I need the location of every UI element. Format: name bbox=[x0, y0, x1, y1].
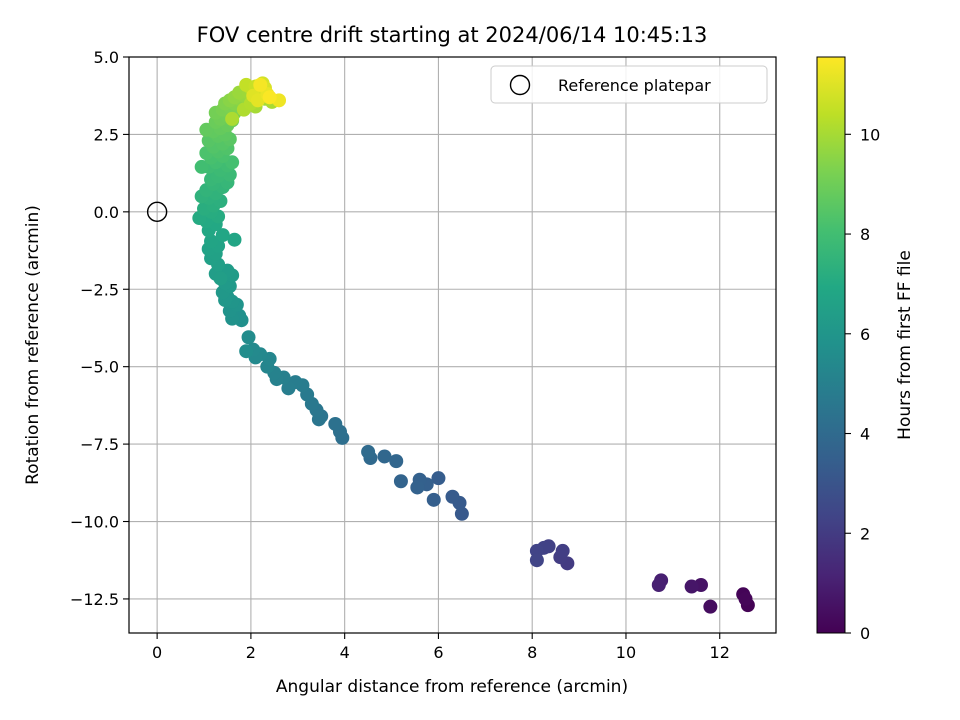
x-tick-label: 12 bbox=[710, 643, 730, 662]
colorbar-gradient bbox=[816, 56, 846, 634]
data-point bbox=[253, 77, 268, 92]
data-point bbox=[529, 553, 544, 568]
y-axis-label: Rotation from reference (arcmin) bbox=[23, 205, 43, 485]
data-point bbox=[393, 474, 408, 489]
y-axis-ticks: 5.0 2.5 0.0 −2.5 −5.0 −7.5 −10.0 −12.5 bbox=[70, 48, 129, 609]
y-tick-label: −7.5 bbox=[80, 435, 119, 454]
data-point bbox=[377, 449, 392, 464]
y-tick-label: −5.0 bbox=[80, 358, 119, 377]
colorbar: 0 2 4 6 8 10 Hours from first FF file bbox=[816, 56, 915, 643]
x-axis-ticks: 0 2 4 6 8 10 12 bbox=[152, 633, 730, 662]
data-point bbox=[389, 454, 404, 469]
data-point bbox=[426, 492, 441, 507]
x-tick-label: 2 bbox=[246, 643, 256, 662]
colorbar-tick-label: 10 bbox=[860, 125, 880, 144]
x-tick-label: 0 bbox=[152, 643, 162, 662]
data-point bbox=[445, 489, 460, 504]
y-tick-label: 5.0 bbox=[94, 48, 119, 67]
data-point bbox=[204, 234, 219, 249]
data-point bbox=[738, 591, 753, 606]
data-point bbox=[262, 90, 277, 105]
data-point bbox=[213, 271, 228, 286]
colorbar-tick-label: 2 bbox=[860, 524, 870, 543]
data-point bbox=[684, 579, 699, 594]
reference-point bbox=[146, 201, 168, 223]
colorbar-tick-label: 0 bbox=[860, 624, 870, 643]
data-point bbox=[281, 381, 296, 396]
x-tick-label: 4 bbox=[340, 643, 350, 662]
colorbar-tick-label: 8 bbox=[860, 225, 870, 244]
data-point bbox=[215, 228, 230, 243]
plot-frame bbox=[128, 56, 777, 634]
data-point bbox=[431, 471, 446, 486]
x-tick-label: 6 bbox=[433, 643, 443, 662]
y-tick-label: −10.0 bbox=[70, 513, 119, 532]
reference-marker bbox=[146, 201, 168, 223]
colorbar-tick-label: 4 bbox=[860, 425, 870, 444]
y-tick-label: −2.5 bbox=[80, 280, 119, 299]
data-point bbox=[555, 543, 570, 558]
data-point bbox=[239, 344, 254, 359]
y-tick-label: 0.0 bbox=[94, 203, 119, 222]
x-axis-label: Angular distance from reference (arcmin) bbox=[276, 677, 628, 697]
data-point bbox=[227, 232, 242, 247]
data-point bbox=[361, 444, 376, 459]
y-tick-label: 2.5 bbox=[94, 125, 119, 144]
data-point bbox=[454, 506, 469, 521]
legend-marker bbox=[509, 74, 531, 96]
grid bbox=[129, 56, 776, 633]
data-point bbox=[651, 578, 666, 592]
legend-box bbox=[490, 65, 768, 104]
data-points bbox=[192, 76, 755, 614]
data-point bbox=[410, 480, 425, 495]
data-point bbox=[328, 416, 343, 431]
data-point bbox=[241, 330, 256, 345]
data-point bbox=[199, 122, 214, 137]
x-tick-label: 10 bbox=[616, 643, 636, 662]
legend-entry: Reference platepar bbox=[558, 76, 711, 95]
data-point bbox=[703, 599, 718, 614]
x-tick-label: 8 bbox=[527, 643, 537, 662]
colorbar-tick-label: 6 bbox=[860, 325, 870, 344]
data-point bbox=[225, 111, 240, 126]
data-point bbox=[194, 159, 209, 174]
legend: Reference platepar bbox=[490, 65, 768, 104]
chart-title: FOV centre drift starting at 2024/06/14 … bbox=[197, 23, 708, 47]
y-tick-label: −12.5 bbox=[70, 590, 119, 609]
colorbar-ticks: 0 2 4 6 8 10 bbox=[845, 125, 880, 643]
colorbar-label: Hours from first FF file bbox=[895, 250, 915, 440]
